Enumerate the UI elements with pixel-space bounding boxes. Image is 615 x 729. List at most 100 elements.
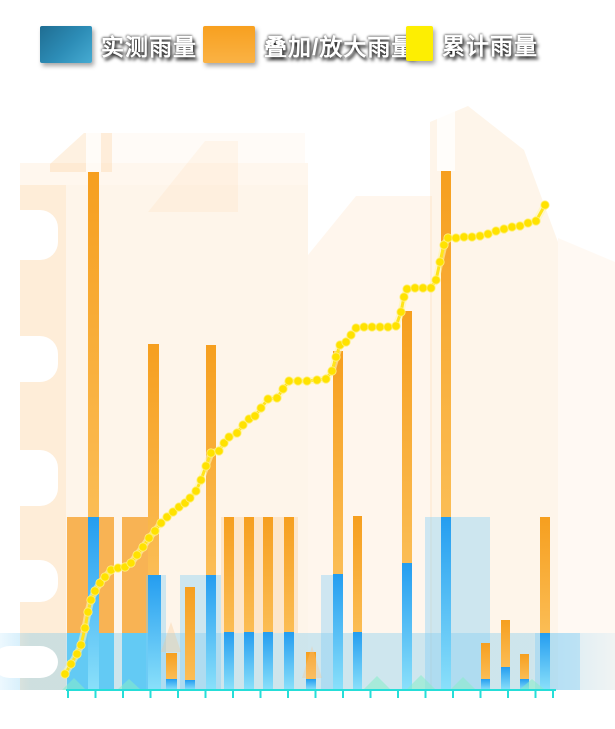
cumulative-point[interactable] xyxy=(60,669,70,679)
cumulative-point[interactable] xyxy=(331,352,341,362)
cumulative-point[interactable] xyxy=(83,607,93,617)
measured-bar[interactable] xyxy=(284,632,294,690)
amplified-bar[interactable] xyxy=(244,517,254,632)
amplified-bar[interactable] xyxy=(185,587,195,680)
cumulative-point[interactable] xyxy=(540,200,550,210)
amplified-bar[interactable] xyxy=(284,517,294,632)
amplified-bar[interactable] xyxy=(353,516,362,632)
cumulative-point[interactable] xyxy=(224,432,234,442)
amplified-bar[interactable] xyxy=(306,652,316,679)
legend-item-cumulative[interactable]: 累计雨量 xyxy=(406,26,538,61)
cumulative-point[interactable] xyxy=(132,550,142,560)
cumulative-point[interactable] xyxy=(80,623,90,633)
cumulative-point[interactable] xyxy=(341,337,351,347)
cumulative-point[interactable] xyxy=(150,526,160,536)
measured-bar[interactable] xyxy=(244,632,254,690)
amplified-bar[interactable] xyxy=(441,171,451,517)
cumulative-point[interactable] xyxy=(86,595,96,605)
cumulative-point[interactable] xyxy=(399,292,409,302)
cumulative-point[interactable] xyxy=(410,283,420,293)
cumulative-point[interactable] xyxy=(459,232,469,242)
cumulative-point[interactable] xyxy=(263,394,273,404)
cumulative-point[interactable] xyxy=(232,428,242,438)
cumulative-point[interactable] xyxy=(201,461,211,471)
amplified-bar[interactable] xyxy=(540,517,550,633)
measured-bar[interactable] xyxy=(481,679,490,690)
cumulative-point[interactable] xyxy=(138,542,148,552)
amplified-bar[interactable] xyxy=(501,620,510,667)
cumulative-point[interactable] xyxy=(126,558,136,568)
cumulative-point[interactable] xyxy=(435,257,445,267)
cumulative-point[interactable] xyxy=(100,572,110,582)
cumulative-point[interactable] xyxy=(191,486,201,496)
amplified-bar[interactable] xyxy=(402,311,412,563)
cumulative-point[interactable] xyxy=(144,533,154,543)
cumulative-point[interactable] xyxy=(418,283,428,293)
cumulative-point[interactable] xyxy=(185,493,195,503)
cumulative-point[interactable] xyxy=(156,518,166,528)
cumulative-point[interactable] xyxy=(499,224,509,234)
cumulative-point[interactable] xyxy=(515,221,525,231)
cumulative-point[interactable] xyxy=(168,507,178,517)
measured-bar[interactable] xyxy=(520,679,529,690)
cumulative-point[interactable] xyxy=(312,375,322,385)
cumulative-point[interactable] xyxy=(272,393,282,403)
amplified-bar[interactable] xyxy=(88,172,99,517)
measured-bar[interactable] xyxy=(333,574,343,690)
cumulative-point[interactable] xyxy=(219,438,229,448)
cumulative-point[interactable] xyxy=(443,233,453,243)
cumulative-point[interactable] xyxy=(346,330,356,340)
legend-item-amplified[interactable]: 叠加/放大雨量 xyxy=(203,26,415,63)
legend-item-measured[interactable]: 实测雨量 xyxy=(40,26,197,63)
cumulative-point[interactable] xyxy=(250,411,260,421)
cumulative-point[interactable] xyxy=(367,322,377,332)
cumulative-point[interactable] xyxy=(383,322,393,332)
cumulative-point[interactable] xyxy=(76,640,86,650)
measured-bar[interactable] xyxy=(166,679,177,690)
measured-bar[interactable] xyxy=(224,632,234,690)
cumulative-point[interactable] xyxy=(196,475,206,485)
cumulative-point[interactable] xyxy=(359,322,369,332)
measured-bar[interactable] xyxy=(501,667,510,690)
cumulative-point[interactable] xyxy=(507,222,517,232)
amplified-bar[interactable] xyxy=(481,643,490,679)
cumulative-point[interactable] xyxy=(475,231,485,241)
amplified-bar[interactable] xyxy=(148,344,159,575)
cumulative-point[interactable] xyxy=(431,275,441,285)
measured-bar[interactable] xyxy=(185,680,195,690)
cumulative-point[interactable] xyxy=(302,376,312,386)
cumulative-point[interactable] xyxy=(531,216,541,226)
cumulative-point[interactable] xyxy=(162,512,172,522)
cumulative-point[interactable] xyxy=(439,240,449,250)
measured-bar[interactable] xyxy=(306,679,316,690)
cumulative-point[interactable] xyxy=(90,586,100,596)
cumulative-point[interactable] xyxy=(206,448,216,458)
cumulative-point[interactable] xyxy=(391,321,401,331)
measured-bar[interactable] xyxy=(353,632,362,690)
amplified-bar[interactable] xyxy=(263,517,273,632)
measured-bar[interactable] xyxy=(206,575,216,690)
amplified-bar[interactable] xyxy=(224,517,234,632)
cumulative-point[interactable] xyxy=(451,233,461,243)
measured-bar[interactable] xyxy=(263,632,273,690)
cumulative-point[interactable] xyxy=(402,284,412,294)
cumulative-point[interactable] xyxy=(95,578,105,588)
cumulative-point[interactable] xyxy=(396,307,406,317)
cumulative-point[interactable] xyxy=(351,323,361,333)
cumulative-point[interactable] xyxy=(284,376,294,386)
cumulative-point[interactable] xyxy=(375,322,385,332)
measured-bar[interactable] xyxy=(441,517,451,690)
cumulative-point[interactable] xyxy=(72,649,82,659)
cumulative-point[interactable] xyxy=(256,403,266,413)
cumulative-point[interactable] xyxy=(214,446,224,456)
measured-bar[interactable] xyxy=(402,563,412,690)
cumulative-point[interactable] xyxy=(321,374,331,384)
cumulative-point[interactable] xyxy=(66,659,76,669)
cumulative-point[interactable] xyxy=(238,420,248,430)
cumulative-point[interactable] xyxy=(278,384,288,394)
cumulative-point[interactable] xyxy=(293,376,303,386)
cumulative-point[interactable] xyxy=(491,226,501,236)
amplified-bar[interactable] xyxy=(333,351,343,574)
cumulative-point[interactable] xyxy=(483,229,493,239)
cumulative-point[interactable] xyxy=(467,232,477,242)
